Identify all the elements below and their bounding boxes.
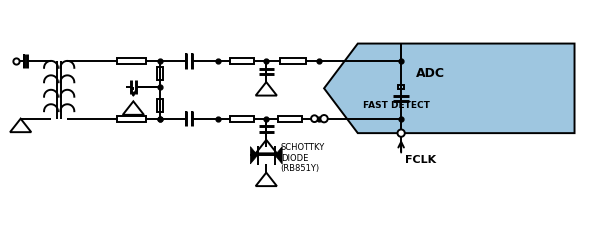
Bar bbox=[278, 116, 302, 122]
Bar bbox=[157, 99, 163, 112]
Text: FAST DETECT: FAST DETECT bbox=[362, 101, 430, 110]
Bar bbox=[117, 58, 146, 64]
Bar bbox=[230, 116, 254, 122]
Circle shape bbox=[311, 115, 318, 122]
Bar bbox=[117, 116, 146, 122]
Circle shape bbox=[397, 129, 405, 137]
Bar bbox=[280, 58, 306, 64]
Text: FCLK: FCLK bbox=[405, 155, 436, 165]
Bar bbox=[230, 58, 254, 64]
Bar bbox=[398, 85, 404, 89]
Text: SCHOTTKY
DIODE
(RB851Y): SCHOTTKY DIODE (RB851Y) bbox=[281, 143, 325, 173]
Circle shape bbox=[320, 115, 328, 122]
Bar bbox=[157, 67, 163, 80]
Polygon shape bbox=[275, 147, 282, 164]
Polygon shape bbox=[250, 147, 257, 164]
Polygon shape bbox=[324, 43, 575, 133]
Text: ADC: ADC bbox=[416, 67, 445, 80]
